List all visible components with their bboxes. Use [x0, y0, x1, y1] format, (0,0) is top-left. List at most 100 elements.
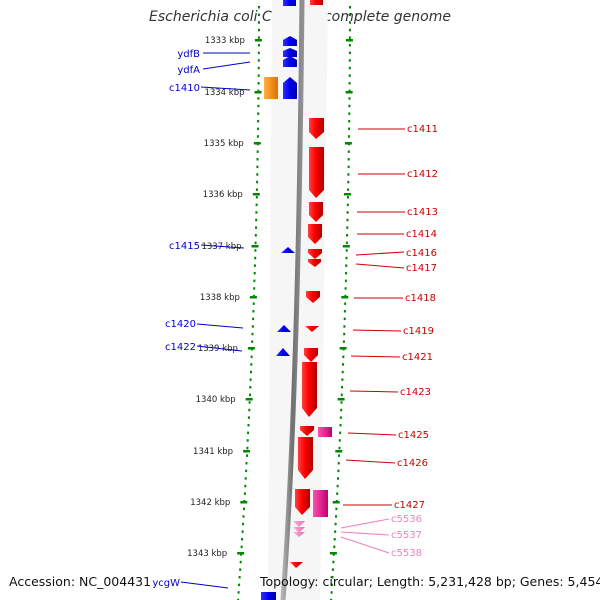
ring-dot	[253, 287, 256, 290]
gene-c1427-arrow[interactable]	[295, 489, 310, 515]
gene-c1413-arrow[interactable]	[309, 202, 323, 222]
ring-dot	[243, 492, 246, 495]
gene-label-c1416[interactable]: c1416	[406, 248, 437, 259]
ring-dot	[348, 36, 351, 39]
ring-dot	[348, 74, 351, 77]
ring-dot	[330, 598, 333, 600]
gene-c1412-arrow[interactable]	[309, 147, 324, 198]
gene-label-c5538[interactable]: c5538	[391, 548, 422, 559]
ring-dot	[334, 530, 337, 533]
scale-tick	[337, 398, 345, 401]
ring-dot	[240, 545, 243, 549]
gene-c1422-arrow[interactable]	[276, 348, 290, 356]
ring-dot	[237, 591, 240, 594]
gene-c1427-rna[interactable]	[313, 490, 328, 517]
gene-label-c1412[interactable]: c1412	[407, 169, 438, 180]
gene-ydfA-arrow[interactable]	[283, 48, 297, 57]
scale-tick	[245, 398, 253, 401]
feature-top-reverse-partial[interactable]	[310, 0, 323, 5]
ring-dot	[237, 598, 240, 600]
gene-c5536-arrow[interactable]	[293, 521, 305, 527]
gene-label-ycgW[interactable]: ycgW	[152, 578, 180, 589]
gene-c1419-arrow[interactable]	[305, 326, 319, 332]
ring-dot	[258, 13, 260, 17]
gene-label-c1425[interactable]: c1425	[398, 430, 429, 441]
scale-tick	[237, 552, 245, 555]
gene-label-c1426[interactable]: c1426	[397, 458, 428, 469]
gene-label-c1421[interactable]: c1421	[402, 352, 433, 363]
scale-tick-label: 1335 kbp	[204, 139, 244, 149]
ring-dot	[253, 279, 256, 283]
ring-dot	[254, 256, 257, 260]
ring-dot	[348, 44, 351, 47]
ring-dot	[238, 583, 241, 587]
gene-label-c1422[interactable]: c1422	[165, 342, 196, 353]
scale-tick-label: 1339 kbp	[198, 344, 238, 354]
scale-tick	[332, 501, 340, 504]
gene-c1414-arrow[interactable]	[308, 224, 322, 244]
gene-c1425-arrow[interactable]	[300, 426, 314, 436]
ring-dot	[252, 310, 255, 313]
ring-dot	[251, 332, 254, 336]
scale-tick	[240, 501, 248, 504]
scale-tick	[345, 91, 353, 94]
ring-dot	[254, 249, 257, 252]
ring-dot	[256, 180, 259, 184]
ring-dot	[255, 211, 258, 214]
gene-c1415-arrow[interactable]	[281, 247, 295, 253]
gene-c1425-rna[interactable]	[318, 427, 332, 437]
gene-ydfB-arrow[interactable]	[283, 36, 297, 46]
ring-dot	[340, 408, 343, 412]
gene-c1410-arrow[interactable]	[283, 77, 297, 99]
ring-dot	[347, 196, 349, 199]
ring-dot	[331, 568, 334, 571]
gene-label-c1420[interactable]: c1420	[165, 319, 196, 330]
gene-c1416-arrow[interactable]	[308, 249, 322, 259]
gene-c1410-orange[interactable]	[264, 77, 278, 99]
gene-c1420-arrow[interactable]	[277, 325, 291, 332]
feature-top-forward-partial[interactable]	[283, 0, 296, 6]
gene-label-ydfB[interactable]: ydfB	[177, 49, 200, 60]
gene-ycgW-bar[interactable]	[261, 592, 276, 600]
gene-label-c1417[interactable]: c1417	[406, 263, 437, 274]
gene-c1421-arrow[interactable]	[304, 348, 318, 362]
gene-label-c5536[interactable]: c5536	[391, 514, 422, 525]
gene-ydfA-arrow-2[interactable]	[283, 56, 297, 67]
gene-c1423-arrow[interactable]	[302, 362, 317, 417]
gene-label-c1419[interactable]: c1419	[403, 326, 434, 337]
ring-dot	[239, 568, 242, 571]
gene-label-c1415[interactable]: c1415	[169, 241, 200, 252]
ring-dot	[330, 591, 333, 594]
gene-c1417-arrow[interactable]	[308, 259, 321, 267]
gene-bottom-arrow[interactable]	[290, 562, 303, 568]
gene-c1426-arrow[interactable]	[298, 437, 313, 479]
ring-dot	[257, 82, 260, 85]
ring-dot	[257, 59, 260, 62]
gene-c1418-arrow[interactable]	[306, 291, 320, 303]
ring-dot	[248, 401, 251, 404]
ring-dot	[251, 325, 254, 328]
gene-label-c1410[interactable]: c1410	[169, 83, 200, 94]
ring-dot	[257, 51, 260, 55]
gene-label-c1418[interactable]: c1418	[405, 293, 436, 304]
gene-c5538-arrow[interactable]	[293, 532, 305, 537]
gene-label-c1413[interactable]: c1413	[407, 207, 438, 218]
ring-dot	[257, 89, 260, 93]
ring-dot	[343, 332, 346, 336]
gene-c5537-arrow[interactable]	[293, 527, 305, 533]
gene-label-ydfA[interactable]: ydfA	[177, 65, 200, 76]
ring-dot	[238, 576, 241, 579]
gene-label-c1423[interactable]: c1423	[400, 387, 431, 398]
ring-dot	[349, 21, 351, 24]
gene-label-c1427[interactable]: c1427	[394, 500, 425, 511]
gene-label-c5537[interactable]: c5537	[391, 530, 422, 541]
ring-dot	[337, 469, 340, 473]
ring-dot	[252, 317, 255, 321]
gene-label-c1411[interactable]: c1411	[407, 124, 438, 135]
gene-c1411-arrow[interactable]	[309, 118, 324, 139]
ring-dot	[256, 135, 259, 138]
ring-dot	[336, 484, 339, 488]
gene-label-c1414[interactable]: c1414	[406, 229, 437, 240]
ring-dot	[250, 370, 252, 374]
